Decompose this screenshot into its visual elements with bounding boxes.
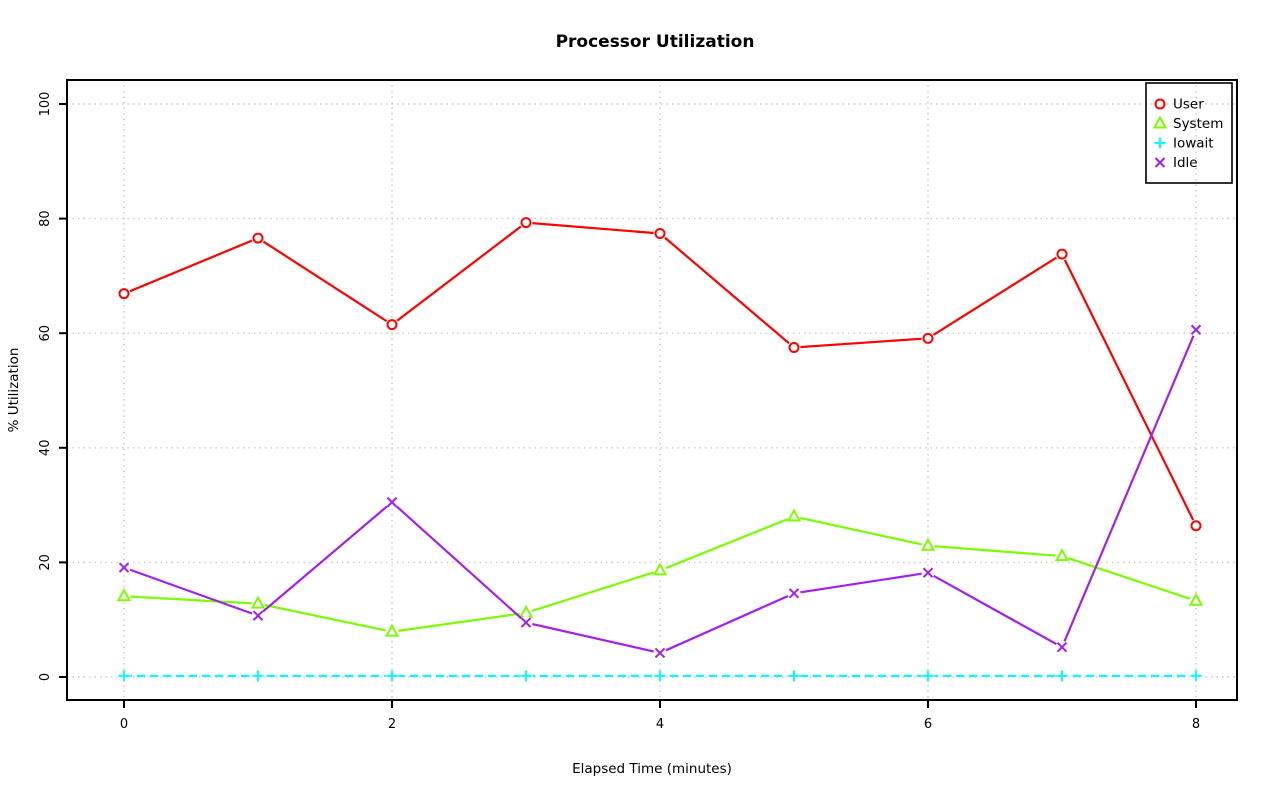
plus-marker — [922, 670, 934, 682]
plus-marker — [386, 670, 398, 682]
y-tick-label: 0 — [38, 673, 53, 681]
x-marker — [1190, 324, 1202, 335]
circle-marker — [1154, 98, 1166, 110]
x-marker — [654, 647, 666, 659]
circle-marker — [252, 232, 264, 244]
plus-marker — [252, 670, 264, 682]
plus-marker — [118, 670, 130, 682]
plus-marker — [1190, 670, 1202, 682]
y-tick-label: 20 — [38, 554, 53, 571]
series-user — [117, 216, 1203, 533]
plus-marker — [654, 670, 666, 682]
plot-area: 0 20 40 60 80 100 0 2 4 6 8 User System Iowait Idle — [38, 79, 1238, 732]
x-tick-label: 8 — [1192, 717, 1200, 732]
x-marker — [1056, 641, 1068, 653]
triangle-marker — [920, 537, 936, 551]
triangle-marker — [250, 595, 266, 609]
y-tick-label: 40 — [38, 440, 53, 457]
triangle-marker — [1152, 115, 1168, 129]
legend-box — [1145, 82, 1233, 184]
legend: User System Iowait Idle — [1145, 82, 1233, 184]
x-marker — [922, 567, 934, 578]
legend-label-idle: Idle — [1173, 155, 1198, 171]
x-marker — [118, 562, 130, 573]
x-marker — [386, 497, 398, 508]
circle-marker — [386, 319, 398, 331]
plus-marker — [788, 670, 800, 682]
x-marker — [788, 588, 800, 599]
x-axis-title: Elapsed Time (minutes) — [572, 761, 732, 777]
x-tick-label: 0 — [120, 717, 128, 732]
x-tick-label: 2 — [388, 717, 396, 732]
circle-marker — [1190, 520, 1202, 532]
series-system — [116, 508, 1204, 639]
circle-marker — [118, 288, 130, 300]
circle-marker — [922, 332, 934, 344]
triangle-marker — [116, 588, 132, 602]
series-idle — [117, 323, 1203, 660]
circle-marker — [788, 342, 800, 354]
plus-marker — [520, 670, 532, 682]
y-tick-label: 100 — [38, 92, 53, 117]
circle-marker — [520, 217, 532, 229]
x-tick-label: 6 — [924, 717, 932, 732]
x-marker — [520, 617, 532, 628]
plus-marker — [1154, 137, 1166, 149]
x-marker — [252, 610, 264, 621]
triangle-marker — [1188, 592, 1204, 606]
y-tick-label: 80 — [38, 210, 53, 227]
circle-marker — [654, 227, 666, 239]
x-marker — [1154, 157, 1166, 168]
y-axis-title: % Utilization — [6, 348, 22, 433]
circle-marker — [1056, 248, 1068, 260]
legend-label-user: User — [1173, 97, 1204, 113]
triangle-marker — [1054, 548, 1070, 562]
legend-label-iowait: Iowait — [1173, 136, 1214, 152]
triangle-marker — [786, 508, 802, 522]
triangle-marker — [384, 623, 400, 637]
plot-box — [66, 79, 1238, 701]
chart-title: Processor Utilization — [556, 32, 755, 52]
y-tick-label: 60 — [38, 325, 53, 342]
plus-marker — [1056, 670, 1068, 682]
legend-label-system: System — [1173, 116, 1223, 132]
triangle-marker — [652, 562, 668, 576]
x-tick-label: 4 — [656, 717, 664, 732]
series-iowait — [117, 669, 1203, 683]
